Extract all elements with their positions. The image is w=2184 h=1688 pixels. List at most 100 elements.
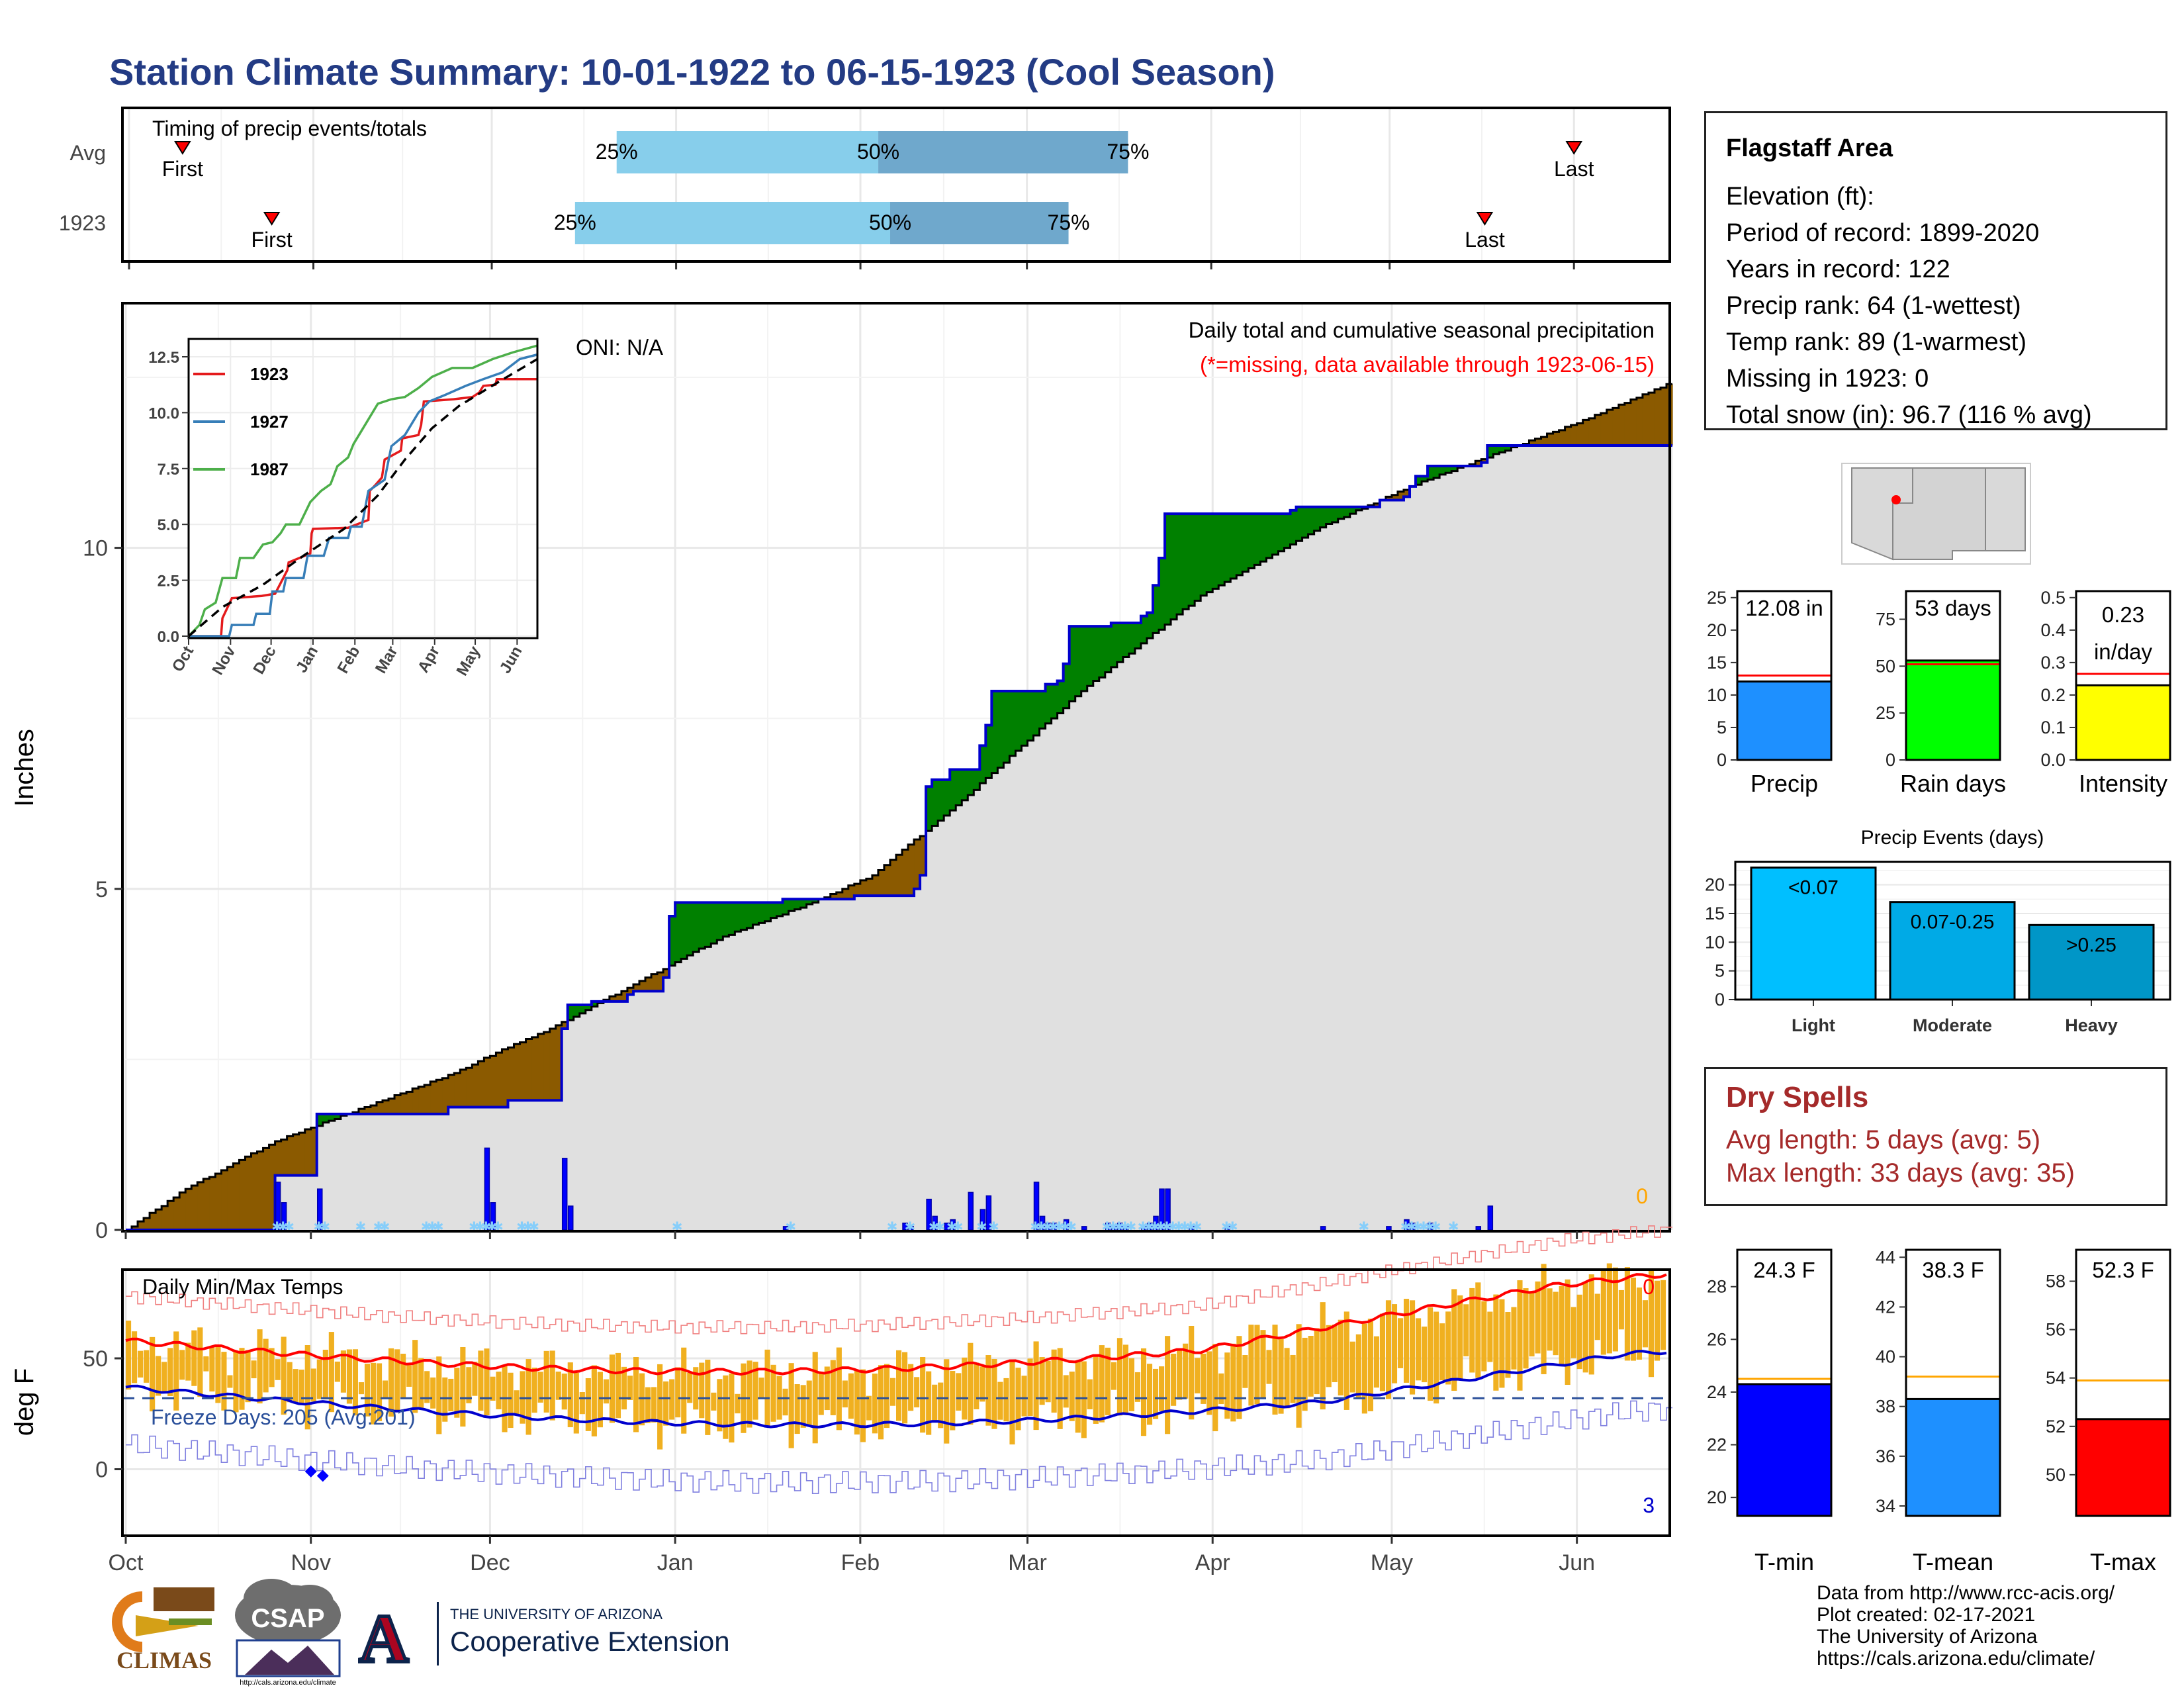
above-avg-segment — [1171, 514, 1177, 620]
daily-temp-range-bar — [1069, 1372, 1075, 1421]
above-avg-segment — [334, 1113, 341, 1119]
above-avg-segment — [1290, 510, 1297, 545]
daily-temp-range-bar — [1033, 1341, 1039, 1430]
below-avg-segment — [454, 1073, 461, 1107]
below-avg-segment — [1541, 437, 1548, 446]
daily-temp-range-bar — [1063, 1375, 1069, 1408]
daily-temp-range-bar — [263, 1338, 269, 1393]
rain_days_box-frame — [1905, 590, 2001, 761]
timing-last-label: Last — [1465, 228, 1505, 252]
below-avg-segment — [854, 884, 861, 896]
above-avg-segment — [1493, 445, 1500, 454]
daily-temp-range-bar — [997, 1382, 1003, 1420]
timing-bar-q1 — [616, 131, 879, 173]
rain_days_box-label: Rain days — [1900, 770, 2006, 797]
above-avg-segment — [747, 902, 754, 929]
timing-p50-label: 50% — [857, 140, 899, 164]
above-avg-segment — [1003, 690, 1011, 763]
daily-temp-range-bar — [430, 1377, 436, 1409]
above-avg-segment — [1093, 626, 1100, 681]
daily-temp-range-bar — [281, 1336, 287, 1415]
above-avg-segment — [1075, 626, 1082, 696]
main-y-tick-label: 5 — [95, 877, 108, 902]
above-avg-segment — [1045, 684, 1052, 724]
tmin_box-tick-label: 22 — [1707, 1435, 1727, 1455]
below-avg-segment — [1397, 491, 1404, 500]
daily-temp-range-bar — [848, 1373, 854, 1419]
daily-temp-range-bar — [1027, 1358, 1033, 1416]
above-avg-segment — [1248, 514, 1255, 569]
daily-temp-range-bar — [621, 1366, 627, 1410]
below-avg-segment — [209, 1177, 216, 1230]
above-avg-segment — [752, 902, 760, 925]
below-avg-segment — [920, 835, 927, 876]
daily-temp-range-bar — [167, 1348, 173, 1396]
tmin_box-label: T-min — [1754, 1548, 1814, 1575]
below-avg-segment — [902, 849, 909, 896]
daily-temp-range-bar — [1128, 1358, 1135, 1411]
daily-temp-range-bar — [1116, 1338, 1122, 1416]
below-avg-segment — [525, 1039, 533, 1101]
temp-y-label: deg F — [10, 1368, 39, 1436]
inset-series-1927 — [189, 353, 538, 637]
above-avg-segment — [1069, 626, 1076, 702]
event-bar-moderate — [1889, 901, 2016, 1001]
daily-temp-range-bar — [561, 1374, 567, 1410]
logos: CLIMAS CSAP http://cals.arizona.edu/clim… — [112, 1579, 730, 1687]
daily-temp-range-bar — [854, 1371, 860, 1435]
daily-temp-range-bar — [1463, 1304, 1469, 1356]
normal-max-line — [125, 1273, 1667, 1376]
daily-temp-range-bar — [424, 1371, 430, 1403]
below-avg-segment — [1588, 418, 1596, 446]
above-avg-segment — [1272, 514, 1279, 555]
inset-legend: 1923 1927 1987 — [193, 364, 289, 479]
above-avg-segment — [1278, 514, 1285, 551]
below-avg-segment — [293, 1134, 300, 1176]
below-avg-segment — [257, 1151, 264, 1230]
below-avg-segment — [138, 1221, 144, 1230]
intensity_box-frame — [2075, 590, 2171, 761]
below-avg-segment — [394, 1095, 401, 1114]
main-chart-subtitle: (*=missing, data available through 1923-… — [1200, 352, 1655, 377]
daily-temp-range-bar — [950, 1371, 956, 1430]
daily-temp-range-bar — [1122, 1344, 1129, 1413]
tmax_box-bar — [2075, 1418, 2171, 1517]
daily-temp-range-bar — [537, 1372, 543, 1403]
timing-last-label: Last — [1554, 157, 1594, 181]
above-avg-segment — [1087, 626, 1094, 686]
dry-spells-box: Dry Spells Avg length: 5 days (avg: 5) M… — [1704, 1067, 2167, 1206]
csap-logo-text: CSAP — [251, 1604, 324, 1633]
info-temp-rank: Temp rank: 89 (1-warmest) — [1726, 328, 2027, 356]
daily-temp-range-bar — [830, 1360, 836, 1415]
daily-temp-range-bar — [633, 1356, 639, 1432]
daily-temp-range-bar — [758, 1378, 764, 1399]
below-avg-segment — [1481, 459, 1488, 463]
above-avg-segment — [1111, 622, 1118, 667]
intensity_box-tick-label: 0.0 — [2040, 750, 2066, 770]
daily-temp-range-bar — [466, 1367, 472, 1403]
daily-temp-range-bar — [908, 1364, 914, 1411]
above-avg-segment — [950, 769, 956, 811]
below-avg-segment — [1535, 438, 1542, 446]
daily-temp-range-bar — [454, 1368, 460, 1418]
above-avg-segment — [1146, 612, 1154, 639]
below-avg-segment — [388, 1098, 395, 1114]
precip-events-chart: Precip Events (days) 0 5 10 15 20 <0.07 Light 0.… — [1705, 827, 2171, 1035]
info-period: Period of record: 1899-2020 — [1726, 219, 2040, 247]
above-avg-segment — [944, 779, 950, 816]
daily-temp-range-bar — [1612, 1267, 1618, 1352]
daily-temp-range-bar — [352, 1349, 359, 1416]
daily-temp-range-bar — [884, 1364, 890, 1429]
event-category-label: Moderate — [1913, 1015, 1992, 1035]
rain_days_box-tick-label: 75 — [1876, 610, 1895, 630]
daily-temp-range-bar — [669, 1379, 675, 1420]
above-avg-segment — [1153, 585, 1160, 633]
daily-temp-range-bar — [1218, 1373, 1224, 1405]
daily-temp-range-bar — [573, 1372, 579, 1434]
timing-first-marker — [174, 141, 191, 155]
main-chart-title: Daily total and cumulative seasonal prec… — [1189, 318, 1655, 342]
event-category-label: Light — [1792, 1015, 1835, 1035]
above-avg-segment — [1177, 514, 1183, 615]
timing-panel: Timing of precip events/totals Avg 1923 … — [59, 107, 1671, 269]
daily-temp-range-bar — [138, 1350, 144, 1378]
